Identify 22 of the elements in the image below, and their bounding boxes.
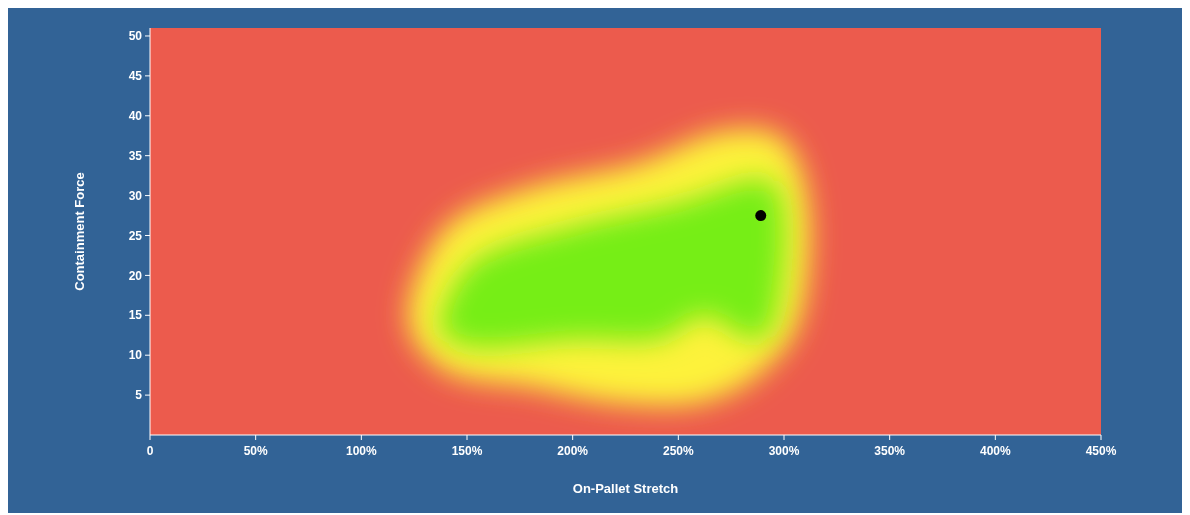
y-tick-label: 20 — [128, 268, 143, 283]
y-tick-label: 35 — [128, 148, 143, 163]
y-tick-label: 40 — [128, 108, 143, 123]
y-tick-label: 10 — [128, 348, 143, 363]
y-tick-label: 45 — [128, 69, 143, 84]
x-tick-label: 450% — [1085, 444, 1117, 458]
x-tick-label: 200% — [557, 444, 589, 458]
y-axis-title: Containment Force — [72, 172, 87, 291]
x-tick-label: 400% — [979, 444, 1011, 458]
x-tick-label: 50% — [243, 444, 268, 458]
x-tick-label: 250% — [662, 444, 694, 458]
x-tick-label: 100% — [345, 444, 377, 458]
y-tick-label: 15 — [128, 308, 143, 323]
y-tick-label: 50 — [128, 29, 143, 44]
y-tick-label: 30 — [128, 188, 143, 203]
x-tick-label: 300% — [768, 444, 800, 458]
x-axis-title: On-Pallet Stretch — [572, 481, 679, 496]
x-tick-label: 150% — [451, 444, 483, 458]
y-tick-label: 25 — [128, 228, 143, 243]
x-tick-label: 0 — [146, 444, 154, 458]
x-tick-label: 350% — [874, 444, 906, 458]
y-tick-label: 5 — [135, 388, 143, 403]
